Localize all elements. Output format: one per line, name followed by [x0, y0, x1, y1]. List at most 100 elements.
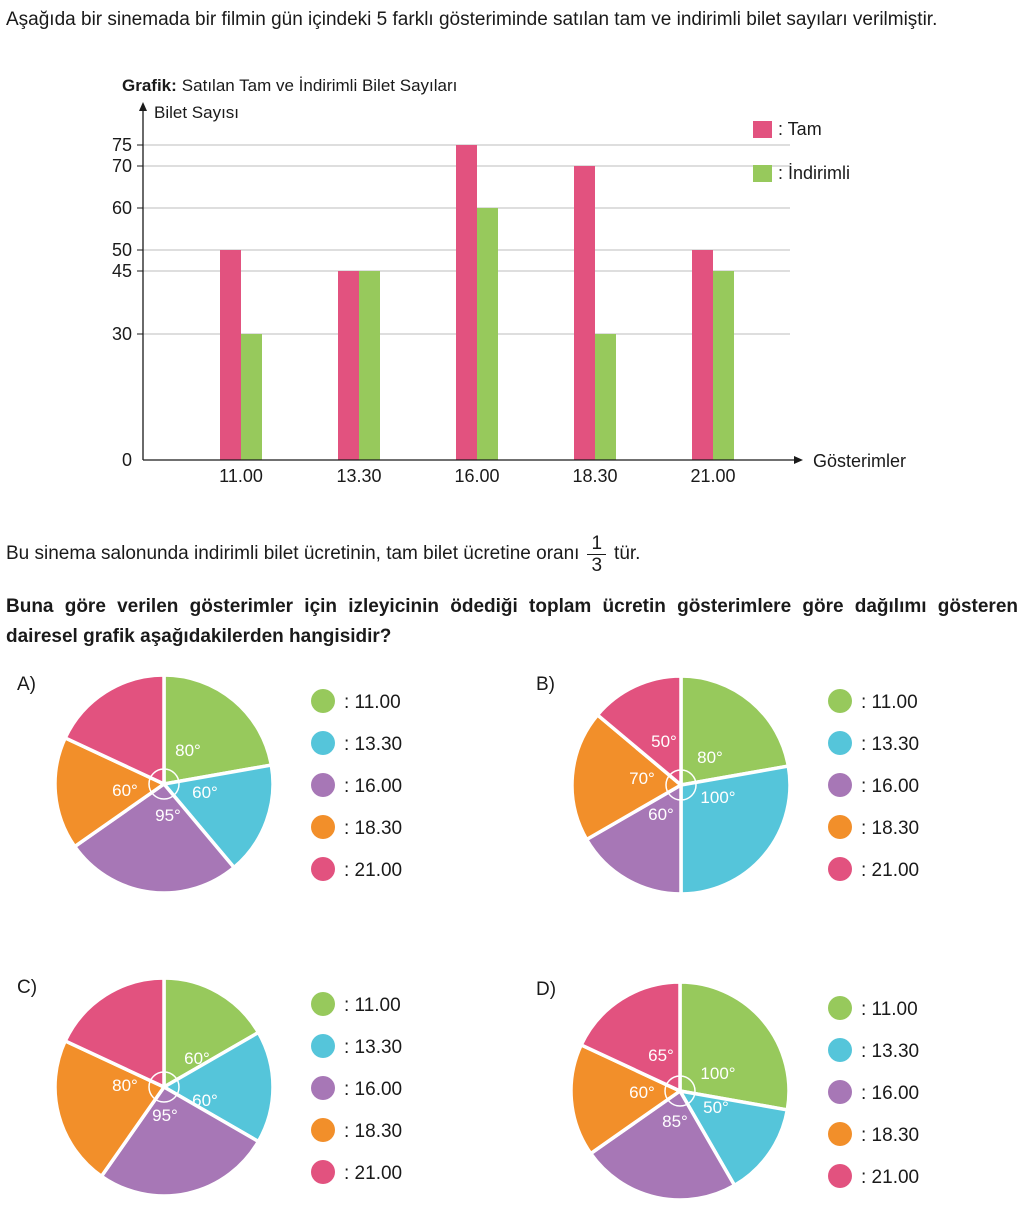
pie-slice-16-00 — [72, 782, 236, 895]
ratio-sentence: Bu sinema salonunda indirimli bilet ücre… — [6, 528, 1006, 580]
pie-angle-label: 50° — [703, 1098, 729, 1117]
legend-dot-11-00 — [311, 992, 335, 1016]
pie-angle-label: 60° — [184, 1049, 210, 1068]
y-tick-label: 45 — [112, 261, 132, 281]
pie-slice-21-00 — [63, 673, 166, 786]
x-tick-label: 11.00 — [219, 466, 263, 486]
bar-indirimli — [477, 208, 498, 460]
legend-dot-11-00 — [311, 689, 335, 713]
intro-text: Aşağıda bir sinemada bir filmin gün için… — [6, 9, 938, 30]
option-letter: A) — [17, 674, 36, 695]
ratio-text-before: Bu sinema salonunda indirimli bilet ücre… — [6, 543, 580, 564]
option-letter: D) — [536, 979, 556, 1000]
y-tick-label: 75 — [112, 135, 132, 155]
legend-dot-13-30 — [828, 731, 852, 755]
pie-slice-13-30 — [162, 1030, 275, 1144]
legend-dot-18-30 — [828, 815, 852, 839]
legend-label-13-30: : 13.30 — [344, 734, 402, 755]
pie-slice-11-00 — [162, 673, 274, 786]
pie-angle-label: 50° — [651, 732, 677, 751]
legend-dot-18-30 — [311, 815, 335, 839]
legend-label-21-00: : 21.00 — [344, 1163, 402, 1184]
legend-label-16-00: : 16.00 — [861, 776, 919, 797]
legend-label-11-00: : 11.00 — [861, 692, 918, 713]
fraction-denominator: 3 — [591, 554, 603, 576]
bar-indirimli — [713, 271, 734, 460]
x-tick-label: 21.00 — [690, 466, 735, 486]
pie-angle-label: 100° — [700, 1064, 735, 1083]
legend-dot-13-30 — [311, 731, 335, 755]
legend-label-tam: : Tam — [778, 119, 822, 139]
legend-swatch-indirimli — [753, 165, 772, 182]
x-tick-label: 16.00 — [454, 466, 499, 486]
pie-slice-21-00 — [63, 976, 166, 1089]
pie-angle-label: 95° — [155, 806, 181, 825]
angle-marker-circle — [665, 769, 697, 801]
bar-tam — [692, 250, 713, 460]
legend-label-16-00: : 16.00 — [861, 1083, 919, 1104]
pie-slice-13-30 — [678, 1089, 790, 1188]
bar-indirimli — [595, 334, 616, 460]
legend-dot-16-00 — [311, 773, 335, 797]
pie-slice-11-00 — [678, 980, 791, 1112]
pie-slice-21-00 — [595, 674, 683, 787]
legend-label-18-30: : 18.30 — [861, 818, 919, 839]
legend-dot-11-00 — [828, 996, 852, 1020]
legend-dot-16-00 — [311, 1076, 335, 1100]
legend-dot-16-00 — [828, 1080, 852, 1104]
bar-tam — [456, 145, 477, 460]
legend-dot-13-30 — [311, 1034, 335, 1058]
pie-angle-label: 60° — [629, 1083, 655, 1102]
pie-angle-label: 65° — [648, 1046, 674, 1065]
bar-tam — [574, 166, 595, 460]
legend-dot-13-30 — [828, 1038, 852, 1062]
pie-angle-label: 60° — [192, 1091, 218, 1110]
legend-label-16-00: : 16.00 — [344, 776, 402, 797]
angle-marker-circle — [148, 1071, 180, 1103]
pie-slice-13-30 — [162, 763, 275, 870]
bar-indirimli — [241, 334, 262, 460]
ratio-fraction: 1 3 — [587, 533, 607, 576]
legend-dot-21-00 — [311, 857, 335, 881]
legend-label-21-00: : 21.00 — [344, 860, 402, 881]
legend-label-13-30: : 13.30 — [861, 1041, 919, 1062]
legend-label-13-30: : 13.30 — [344, 1037, 402, 1058]
chart-title-bold: Grafik: — [122, 76, 177, 95]
pie-angle-label: 100° — [700, 788, 735, 807]
pie-angle-label: 80° — [697, 748, 723, 767]
legend-label-18-30: : 18.30 — [344, 1121, 402, 1142]
pie-angle-label: 60° — [648, 805, 674, 824]
fraction-numerator: 1 — [587, 533, 607, 555]
chart-title: Grafik: Satılan Tam ve İndirimli Bilet Sa… — [122, 76, 457, 95]
pie-slice-18-30 — [570, 713, 683, 842]
pie-slice-21-00 — [579, 980, 682, 1093]
option-letter: C) — [17, 977, 37, 998]
y-tick-label: 50 — [112, 240, 132, 260]
question-text: Buna göre verilen gösterimler için izley… — [6, 596, 1018, 647]
legend-swatch-tam — [753, 121, 772, 138]
legend-label-indirimli: : İndirimli — [778, 163, 850, 183]
pie-slice-16-00 — [99, 1085, 261, 1198]
legend-dot-11-00 — [828, 689, 852, 713]
pie-angle-label: 85° — [662, 1112, 688, 1131]
legend-label-11-00: : 11.00 — [861, 999, 918, 1020]
legend-label-18-30: : 18.30 — [344, 818, 402, 839]
pie-angle-label: 60° — [112, 781, 138, 800]
pie-slice-16-00 — [588, 1089, 737, 1202]
y-tick-label: 30 — [112, 324, 132, 344]
x-axis-arrow — [794, 456, 803, 464]
legend-dot-16-00 — [828, 773, 852, 797]
legend-label-18-30: : 18.30 — [861, 1125, 919, 1146]
pie-slice-18-30 — [53, 736, 166, 849]
bar-tam — [220, 250, 241, 460]
legend-label-11-00: : 11.00 — [344, 692, 401, 713]
pie-angle-label: 60° — [192, 783, 218, 802]
pie-slice-18-30 — [569, 1043, 682, 1156]
chart-title-text: Satılan Tam ve İndirimli Bilet Sayıları — [182, 76, 458, 95]
legend-dot-21-00 — [828, 857, 852, 881]
